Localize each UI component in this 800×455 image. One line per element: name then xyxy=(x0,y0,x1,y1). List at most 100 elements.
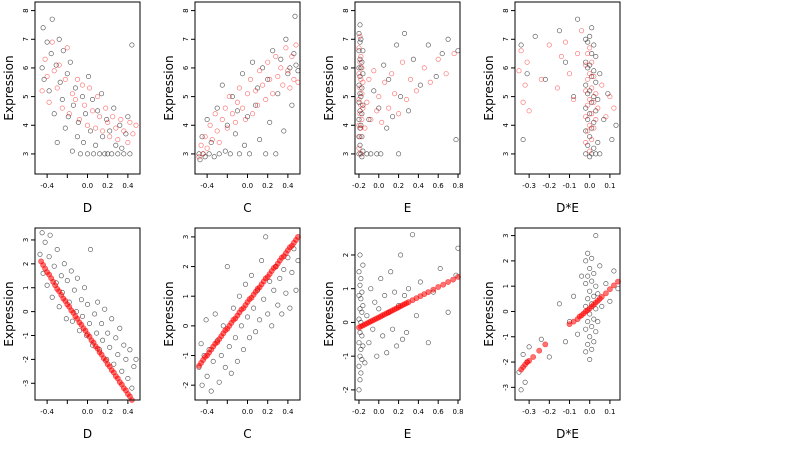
data-point-black-43 xyxy=(111,361,117,367)
data-point-black-40 xyxy=(593,283,599,289)
data-point-black-32 xyxy=(92,311,98,317)
data-point-red-34 xyxy=(445,279,451,285)
data-point-red-35 xyxy=(283,45,289,51)
data-point-red-39 xyxy=(603,114,609,120)
data-point-black-43 xyxy=(398,94,404,100)
data-point-black-36 xyxy=(100,134,106,140)
x-axis-label: D*E xyxy=(556,201,579,215)
data-point-black-47 xyxy=(121,151,127,157)
data-point-black-42 xyxy=(595,319,601,325)
y-tick-label: -1 xyxy=(342,353,350,360)
data-point-black-28 xyxy=(360,71,366,77)
data-point-red-24 xyxy=(100,128,106,134)
data-point-black-33 xyxy=(371,88,377,94)
data-point-red-25 xyxy=(374,108,380,114)
x-tick-label: 0.1 xyxy=(604,408,615,416)
data-point-black-3 xyxy=(42,239,48,245)
data-point-black-18 xyxy=(68,268,74,274)
data-point-black-5 xyxy=(204,373,210,379)
data-point-black-21 xyxy=(236,293,242,299)
data-point-black-44 xyxy=(115,151,121,157)
data-point-black-22 xyxy=(75,119,81,125)
data-point-red-33 xyxy=(278,65,284,71)
data-point-black-13 xyxy=(579,273,585,279)
data-point-black-35 xyxy=(591,68,597,74)
data-point-black-6 xyxy=(47,232,53,238)
data-point-black-15 xyxy=(63,316,69,322)
y-tick-label: 3 xyxy=(502,233,510,237)
data-point-black-25 xyxy=(81,140,87,146)
data-point-black-43 xyxy=(595,291,601,297)
data-point-black-12 xyxy=(357,74,363,80)
y-tick-label: 3 xyxy=(342,152,350,156)
data-point-black-8 xyxy=(211,154,217,160)
data-point-red-0 xyxy=(196,154,202,160)
data-point-black-34 xyxy=(591,339,597,345)
data-point-black-39 xyxy=(289,102,295,108)
data-point-red-28 xyxy=(589,137,595,143)
data-point-black-34 xyxy=(263,234,269,240)
data-point-black-27 xyxy=(368,286,374,292)
data-point-red-24 xyxy=(255,102,261,108)
x-tick-label: 0.0 xyxy=(242,408,253,416)
x-axis-label: C xyxy=(243,201,251,215)
data-point-red-23 xyxy=(587,148,593,154)
data-point-red-23 xyxy=(253,88,259,94)
y-tick-label: 4 xyxy=(182,123,190,128)
data-point-red-41 xyxy=(451,51,457,57)
data-point-black-31 xyxy=(270,48,276,54)
data-point-red-14 xyxy=(229,111,235,117)
x-tick-label: 0.0 xyxy=(82,408,93,416)
data-point-black-21 xyxy=(74,134,80,140)
data-point-black-7 xyxy=(356,30,362,36)
data-point-black-15 xyxy=(229,94,235,100)
data-point-black-16 xyxy=(232,131,238,137)
data-point-black-9 xyxy=(54,140,60,146)
x-axis-label: D xyxy=(83,427,92,441)
data-point-black-23 xyxy=(585,250,591,256)
data-point-red-37 xyxy=(421,65,427,71)
data-point-red-5 xyxy=(207,122,213,128)
data-point-red-19 xyxy=(87,85,93,91)
data-point-red-3 xyxy=(46,99,52,105)
y-tick-label: -2 xyxy=(342,386,350,393)
data-point-black-39 xyxy=(105,151,111,157)
plot-frame xyxy=(354,1,461,175)
data-point-black-36 xyxy=(378,151,384,157)
data-point-black-16 xyxy=(226,344,232,350)
y-tick-label: 0 xyxy=(502,309,510,313)
data-point-red-1 xyxy=(198,142,204,148)
data-point-black-32 xyxy=(273,151,279,157)
data-point-black-24 xyxy=(587,356,593,362)
data-point-red-32 xyxy=(396,111,402,117)
data-point-black-46 xyxy=(405,286,411,292)
data-point-red-0 xyxy=(356,145,362,151)
data-point-red-16 xyxy=(80,82,86,88)
y-tick-label: 6 xyxy=(342,65,350,70)
data-point-black-39 xyxy=(386,76,392,82)
data-point-red-9 xyxy=(62,76,68,82)
data-point-black-12 xyxy=(222,148,228,154)
x-tick-label: 0.2 xyxy=(393,182,404,190)
x-tick-label: 0.6 xyxy=(433,182,445,190)
data-point-red-7 xyxy=(542,341,549,348)
y-tick-label: 7 xyxy=(22,37,30,41)
data-point-red-24 xyxy=(607,286,613,293)
data-point-red-31 xyxy=(430,286,437,293)
data-point-red-12 xyxy=(69,91,75,97)
data-point-black-42 xyxy=(109,316,115,322)
data-point-red-41 xyxy=(611,105,617,111)
data-point-black-34 xyxy=(278,56,284,62)
data-point-red-19 xyxy=(585,128,591,134)
data-point-black-5 xyxy=(356,269,362,275)
data-point-black-47 xyxy=(409,232,415,238)
data-point-red-30 xyxy=(115,137,121,143)
data-point-black-37 xyxy=(102,151,108,157)
data-point-black-30 xyxy=(88,247,94,253)
plot-frame xyxy=(354,227,461,401)
data-point-red-36 xyxy=(285,68,291,74)
data-point-red-10 xyxy=(64,45,70,51)
y-tick-label: 2 xyxy=(342,253,350,257)
data-point-black-25 xyxy=(587,33,593,39)
data-point-red-9 xyxy=(216,140,222,146)
